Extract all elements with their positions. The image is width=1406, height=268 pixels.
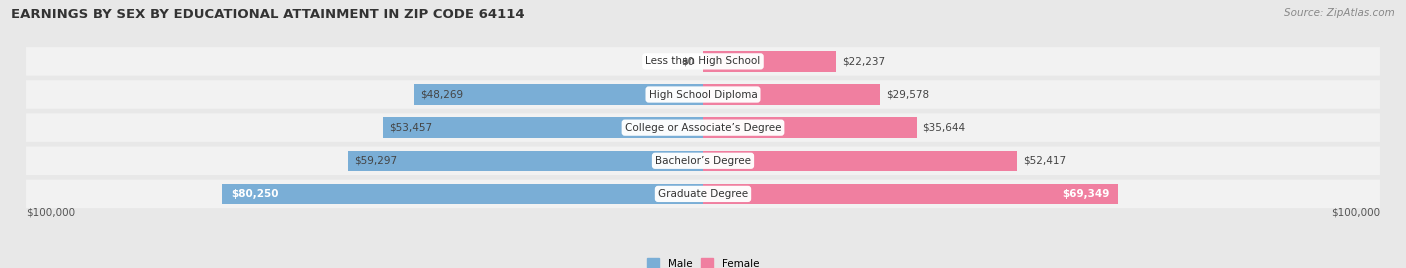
FancyBboxPatch shape: [27, 180, 1379, 208]
Bar: [703, 184, 1118, 204]
Text: $53,457: $53,457: [388, 123, 432, 133]
Bar: [347, 151, 703, 171]
Legend: Male, Female: Male, Female: [643, 254, 763, 268]
Bar: [382, 117, 703, 138]
Text: Less than High School: Less than High School: [645, 56, 761, 66]
Bar: [703, 151, 1017, 171]
Bar: [703, 51, 837, 72]
Bar: [222, 184, 703, 204]
FancyBboxPatch shape: [27, 147, 1379, 175]
Text: $69,349: $69,349: [1062, 189, 1109, 199]
FancyBboxPatch shape: [27, 80, 1379, 109]
Text: $52,417: $52,417: [1024, 156, 1066, 166]
Text: Graduate Degree: Graduate Degree: [658, 189, 748, 199]
Text: $80,250: $80,250: [231, 189, 278, 199]
Text: Source: ZipAtlas.com: Source: ZipAtlas.com: [1284, 8, 1395, 18]
FancyBboxPatch shape: [27, 113, 1379, 142]
Text: $100,000: $100,000: [1331, 208, 1379, 218]
Text: $48,269: $48,269: [420, 90, 463, 99]
FancyBboxPatch shape: [27, 47, 1379, 76]
Text: High School Diploma: High School Diploma: [648, 90, 758, 99]
Bar: [413, 84, 703, 105]
Text: $35,644: $35,644: [922, 123, 966, 133]
Bar: [703, 84, 880, 105]
Text: Bachelor’s Degree: Bachelor’s Degree: [655, 156, 751, 166]
Text: College or Associate’s Degree: College or Associate’s Degree: [624, 123, 782, 133]
Text: $100,000: $100,000: [27, 208, 75, 218]
Text: EARNINGS BY SEX BY EDUCATIONAL ATTAINMENT IN ZIP CODE 64114: EARNINGS BY SEX BY EDUCATIONAL ATTAINMEN…: [11, 8, 524, 21]
Text: $22,237: $22,237: [842, 56, 886, 66]
Text: $59,297: $59,297: [354, 156, 396, 166]
Text: $29,578: $29,578: [886, 90, 929, 99]
Text: $0: $0: [681, 56, 695, 66]
Bar: [703, 117, 917, 138]
